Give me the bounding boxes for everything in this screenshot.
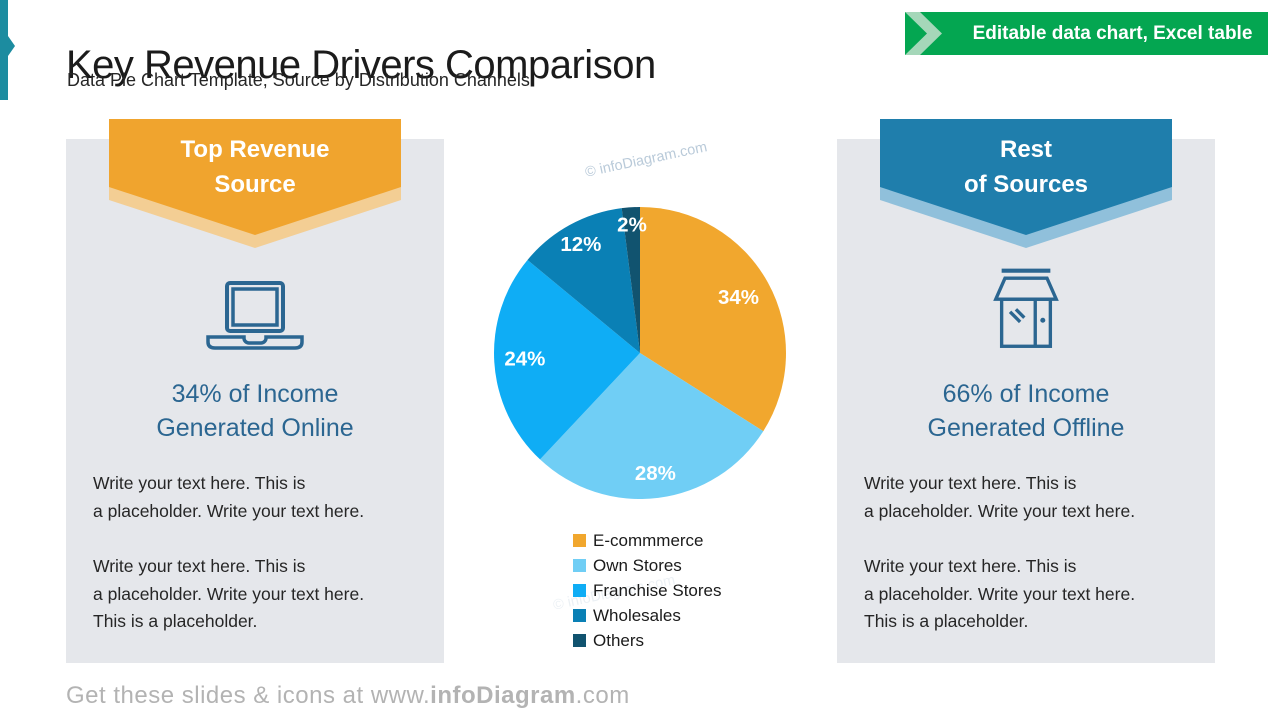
legend-swatch [573, 584, 586, 597]
legend-label: Wholesales [593, 605, 681, 625]
legend-swatch [573, 559, 586, 572]
banner-title: Rest of Sources [963, 136, 1089, 198]
banner-ribbon-shape [109, 119, 401, 248]
legend-item: Wholesales [573, 603, 722, 628]
laptop-icon [206, 281, 304, 350]
pie-data-label: 28% [635, 462, 676, 485]
footer-prefix: Get these slides & icons at [66, 682, 371, 709]
pie-slice-franchise-stores [494, 259, 640, 460]
legend-label: E-commmerce [593, 530, 704, 550]
placeholder-paragraph: Write your text here. This is a placehol… [93, 473, 365, 521]
chart-legend: E-commmerce Own Stores Franchise Stores Who… [573, 528, 722, 653]
badge-chevron-icon [905, 12, 942, 55]
right-banner: Rest of Sources [880, 119, 1172, 251]
pie-slice-own-stores [540, 353, 764, 499]
left-panel-body: Write your text here. This is a placehol… [93, 470, 428, 664]
banner-ribbon-shape [880, 119, 1172, 248]
legend-item: Others [573, 628, 722, 653]
accent-chevron-icon [8, 36, 15, 56]
legend-item: Franchise Stores [573, 578, 722, 603]
pie-data-label: 24% [504, 348, 545, 371]
placeholder-paragraph: Write your text here. This is a placehol… [864, 556, 1136, 631]
left-panel-heading: 34% of Income Generated Online [156, 380, 354, 442]
accent-bar [0, 0, 8, 100]
page-subtitle: Data Pie Chart Template, Source by Distr… [67, 70, 530, 90]
editable-chart-badge: Editable data chart, Excel table [905, 12, 1268, 55]
pie-data-label: 2% [617, 214, 647, 237]
legend-item: Own Stores [573, 553, 722, 578]
pie-slice-others [621, 207, 640, 353]
legend-label: Franchise Stores [593, 580, 722, 600]
legend-swatch [573, 634, 586, 647]
legend-label: Others [593, 630, 645, 650]
page-title: Key Revenue Drivers Comparison [66, 42, 656, 87]
pie-slice-wholesales [527, 208, 640, 353]
watermark: © infoDiagram.com [583, 139, 709, 181]
legend-item: E-commmerce [573, 528, 722, 553]
placeholder-paragraph: Write your text here. This is a placehol… [93, 556, 365, 631]
legend-swatch [573, 609, 586, 622]
right-panel-heading: 66% of Income Generated Offline [927, 380, 1125, 442]
left-banner: Top Revenue Source [109, 119, 401, 251]
right-panel: Rest of Sources 66% of Income Generated … [837, 119, 1215, 664]
pie-slice-e-commmerce [640, 207, 786, 432]
pie-data-label: 34% [718, 286, 759, 309]
store-icon [993, 268, 1059, 348]
badge-label: Editable data chart, Excel table [972, 23, 1253, 44]
legend-label: Own Stores [593, 555, 682, 575]
left-panel: Top Revenue Source 34% of Income Generat… [66, 119, 444, 664]
footer-text: Get these slides & icons at www.infoDiag… [66, 682, 630, 710]
right-panel-body: Write your text here. This is a placehol… [864, 470, 1199, 664]
pie-data-label: 12% [560, 233, 601, 256]
legend-swatch [573, 534, 586, 547]
banner-title: Top Revenue Source [180, 136, 330, 198]
pie-chart: 34% 28% 24% 12% 2% [490, 203, 790, 503]
placeholder-paragraph: Write your text here. This is a placehol… [864, 473, 1136, 521]
footer-link[interactable]: www.infoDiagram.com [370, 682, 630, 709]
